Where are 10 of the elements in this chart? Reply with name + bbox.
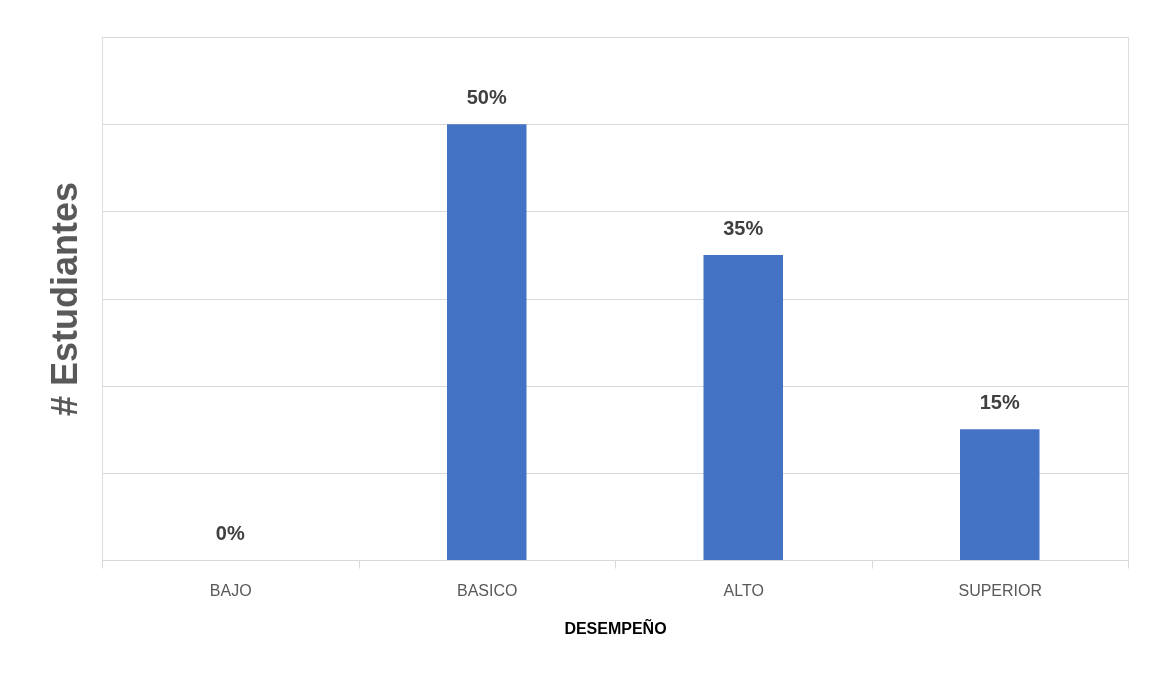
data-label: 50% xyxy=(466,86,507,109)
y-axis-title: # Estudiantes xyxy=(43,181,85,417)
data-label: 35% xyxy=(723,216,764,239)
x-tick-label: ALTO xyxy=(723,581,764,599)
data-label: 0% xyxy=(215,522,245,544)
x-axis-title: DESEMPEÑO xyxy=(564,617,667,637)
x-tick-label: BAJO xyxy=(209,581,252,599)
x-tick-label: BASICO xyxy=(457,581,518,599)
data-label: 15% xyxy=(979,391,1020,414)
x-tick-label: SUPERIOR xyxy=(958,581,1043,599)
